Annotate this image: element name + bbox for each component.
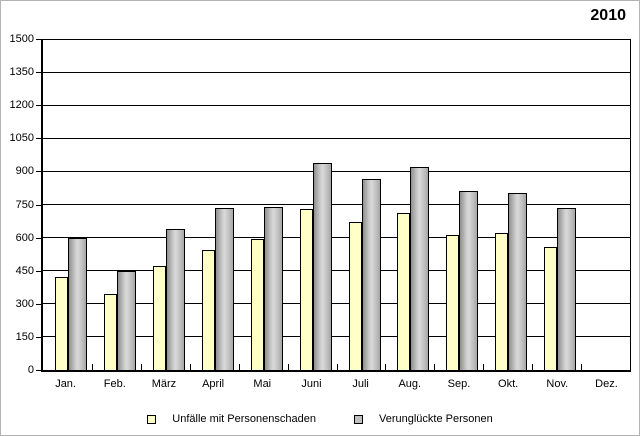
gridline xyxy=(43,105,630,106)
bar xyxy=(544,246,558,370)
legend-label: Verunglückte Personen xyxy=(378,413,493,425)
month-boundary-tick xyxy=(532,364,533,370)
gridline xyxy=(43,138,630,139)
bar xyxy=(299,209,313,370)
month-boundary-tick xyxy=(434,364,435,370)
month-boundary-tick xyxy=(141,364,142,370)
y-tick-label: 150 xyxy=(15,330,34,343)
bar xyxy=(397,212,411,370)
y-tick-mark xyxy=(36,72,41,74)
x-axis-labels: Jan. Feb. März April Mai Juni Juli Aug. Sep. Okt.… xyxy=(41,377,631,391)
y-tick-mark xyxy=(36,39,41,40)
month-boundary-tick xyxy=(581,364,582,370)
gridline xyxy=(43,72,630,73)
month-boundary-tick xyxy=(385,364,386,370)
y-tick-label: 300 xyxy=(15,297,34,310)
month-boundary-tick xyxy=(190,364,191,370)
y-tick-mark xyxy=(36,336,41,338)
bar xyxy=(459,190,479,370)
month-boundary-tick xyxy=(483,364,484,370)
plot-area xyxy=(41,39,631,372)
bar xyxy=(214,208,234,370)
bar xyxy=(116,271,136,370)
y-tick-label: 450 xyxy=(15,264,34,277)
gridline xyxy=(43,237,630,238)
bar xyxy=(557,208,577,370)
month-boundary-tick xyxy=(239,364,240,370)
gridline xyxy=(43,204,630,205)
bar xyxy=(263,207,283,370)
bar xyxy=(446,234,460,370)
month-boundary-tick xyxy=(288,364,289,370)
bar xyxy=(165,229,185,370)
month-boundary-tick xyxy=(92,364,93,370)
x-tick-label: Feb. xyxy=(103,378,126,390)
x-tick-label: Juni xyxy=(301,378,322,390)
gridline xyxy=(43,171,630,172)
y-tick-mark xyxy=(36,204,41,206)
x-tick-label: Juli xyxy=(352,378,369,390)
bar xyxy=(68,238,87,370)
gridline xyxy=(43,270,630,271)
y-tick-label: 1200 xyxy=(9,99,34,112)
y-tick-mark xyxy=(36,270,41,272)
y-tick-mark xyxy=(36,138,41,140)
y-tick-label: 900 xyxy=(15,165,34,178)
gridline xyxy=(43,303,630,304)
legend: Unfälle mit Personenschaden Verunglückte … xyxy=(1,413,639,425)
bar xyxy=(103,294,117,370)
bar xyxy=(250,239,264,370)
x-tick-label: Dez. xyxy=(595,378,618,390)
bar xyxy=(312,163,332,370)
y-tick-label: 750 xyxy=(15,198,34,211)
bar xyxy=(201,250,215,370)
y-tick-mark xyxy=(36,105,41,107)
y-tick-mark xyxy=(36,303,41,305)
bar xyxy=(495,232,509,370)
y-tick-mark xyxy=(36,171,41,173)
x-tick-label: März xyxy=(151,378,177,390)
x-tick-label: Nov. xyxy=(546,378,569,390)
legend-item: Unfälle mit Personenschaden xyxy=(147,413,316,425)
y-tick-label: 1500 xyxy=(9,33,34,45)
x-tick-label: Aug. xyxy=(398,378,422,390)
x-tick-label: Jan. xyxy=(55,378,76,390)
bar xyxy=(361,178,381,370)
x-tick-label: Okt. xyxy=(498,378,519,390)
bar xyxy=(410,166,430,370)
gridline xyxy=(43,336,630,337)
month-boundary-tick xyxy=(337,364,338,370)
y-tick-label: 600 xyxy=(15,231,34,244)
x-tick-label: April xyxy=(202,378,225,390)
bar xyxy=(55,276,68,370)
bar xyxy=(152,265,166,370)
legend-label: Unfälle mit Personenschaden xyxy=(172,413,316,425)
legend-item: Verunglückte Personen xyxy=(353,413,493,425)
y-tick-label: 1350 xyxy=(9,66,34,79)
bar xyxy=(348,221,362,370)
y-tick-label: 0 xyxy=(27,364,34,376)
chart-title: 2010 xyxy=(590,7,626,24)
bar xyxy=(508,192,528,370)
legend-marker xyxy=(147,414,157,424)
x-tick-label: Mai xyxy=(253,378,272,390)
legend-marker xyxy=(353,414,363,424)
y-tick-mark xyxy=(36,237,41,239)
y-tick-label: 1050 xyxy=(9,132,34,145)
x-tick-label: Sep. xyxy=(447,378,471,390)
y-tick-mark xyxy=(36,370,41,371)
